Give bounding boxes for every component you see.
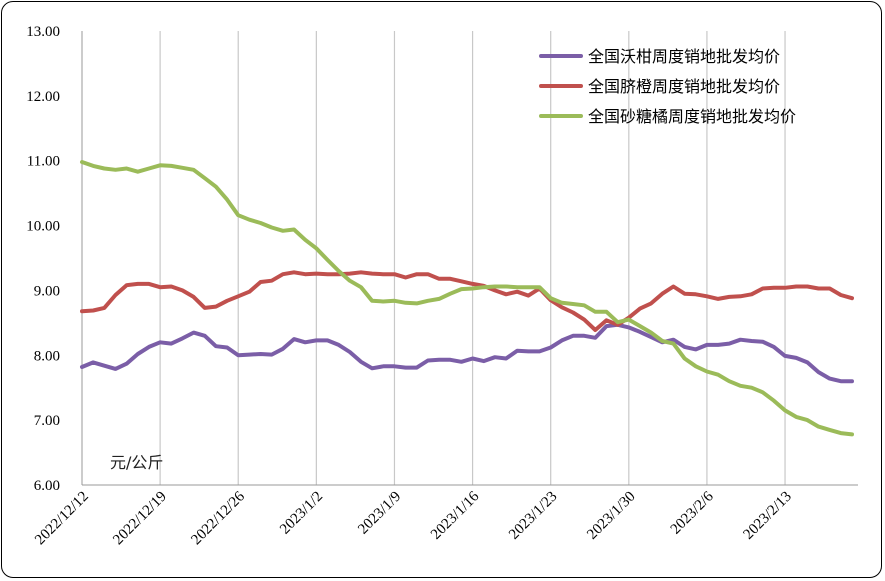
series-line-1 xyxy=(80,322,854,384)
x-tick-label: 2022/12/19 xyxy=(110,489,170,549)
x-tick-label: 2023/2/13 xyxy=(741,489,795,543)
y-tick-label: 10.00 xyxy=(26,219,60,235)
y-tick-label: 9.00 xyxy=(34,283,60,299)
x-tick-label: 2023/1/30 xyxy=(584,489,638,543)
x-tick-label: 2023/1/9 xyxy=(355,489,404,538)
legend-label-3: 全国砂糖橘周度销地批发均价 xyxy=(588,107,796,126)
series-line-3 xyxy=(80,160,854,437)
y-tick-label: 13.00 xyxy=(26,24,60,40)
unit-label: 元/公斤 xyxy=(110,453,163,472)
legend-label-2: 全国脐橙周度销地批发均价 xyxy=(588,77,780,96)
x-tick-label: 2022/12/12 xyxy=(32,489,92,549)
x-tick-label: 2023/1/23 xyxy=(506,489,560,543)
x-tick-label: 2023/1/2 xyxy=(277,489,326,538)
axes xyxy=(81,31,858,486)
y-tick-label: 12.00 xyxy=(26,89,60,105)
legend-label-1: 全国沃柑周度销地批发均价 xyxy=(588,47,780,66)
x-tick-label: 2022/12/26 xyxy=(188,488,248,548)
y-tick-label: 11.00 xyxy=(27,154,60,170)
series-lines xyxy=(80,160,854,437)
x-tick-label: 2023/1/16 xyxy=(428,488,483,543)
vertical-gridlines xyxy=(159,31,786,485)
y-tick-label: 7.00 xyxy=(34,413,60,429)
y-tick-labels: 6.00 7.00 8.00 9.00 10.00 11.00 12.00 13.00 xyxy=(26,24,60,494)
x-tick-labels: 2022/12/12 2022/12/19 2022/12/26 2023/1/2 20… xyxy=(32,488,795,548)
series-line-2 xyxy=(80,270,854,332)
y-tick-label: 8.00 xyxy=(34,348,60,364)
x-tick-label: 2023/2/6 xyxy=(668,488,717,537)
y-tick-label: 6.00 xyxy=(34,478,60,494)
